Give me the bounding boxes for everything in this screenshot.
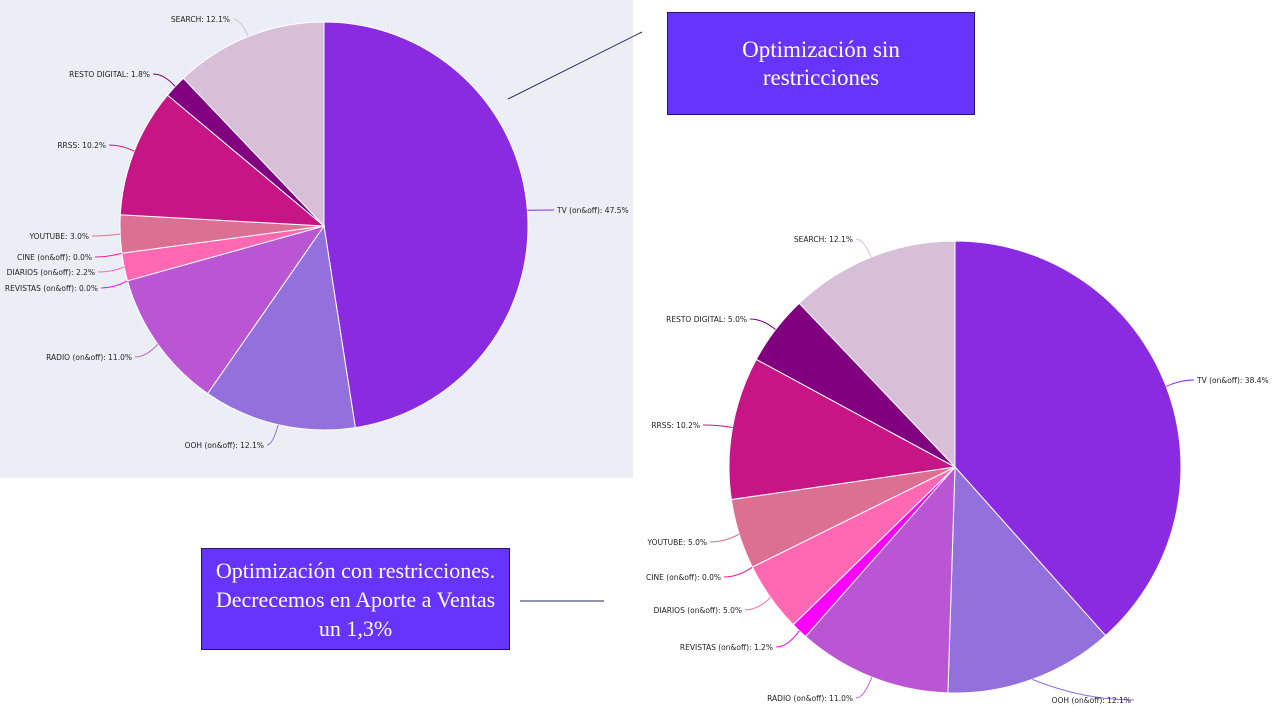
slice-label-rrss: RRSS: 10.2% xyxy=(651,421,700,430)
slice-label-search: SEARCH: 12.1% xyxy=(794,235,853,244)
slice-label-ooh-on-off: OOH (on&off): 12.1% xyxy=(1052,696,1131,705)
leader-line-radio-on-off xyxy=(855,676,873,699)
leader-line-revistas-on-off xyxy=(775,630,800,648)
leader-line-search xyxy=(855,238,872,258)
slice-label-youtube: YOUTUBE: 3.0% xyxy=(29,232,89,241)
slice-label-revistas-on-off: REVISTAS (on&off): 1.2% xyxy=(680,643,773,652)
slice-label-radio-on-off: RADIO (on&off): 11.0% xyxy=(767,694,853,703)
slice-label-diarios-on-off: DIARIOS (on&off): 2.2% xyxy=(7,268,95,277)
leader-line-rrss xyxy=(702,424,733,428)
slice-label-youtube: YOUTUBE: 5.0% xyxy=(647,538,707,547)
leader-line-resto-digital xyxy=(749,318,776,330)
leader-line-cine-on-off xyxy=(94,252,122,258)
slice-label-tv-on-off: TV (on&off): 47.5% xyxy=(556,206,629,215)
pie-slice-rrss xyxy=(119,94,326,227)
leader-line-search xyxy=(232,18,249,37)
slice-label-rrss: RRSS: 10.2% xyxy=(57,141,106,150)
pie-chart-unconstrained: TV (on&off): 47.5% OOH (on&off): 12.1% RAD… xyxy=(5,15,629,450)
slice-label-radio-on-off: RADIO (on&off): 11.0% xyxy=(46,353,132,362)
pie-slice-ooh-on-off xyxy=(947,465,1107,694)
callout-constrained: Optimización con restricciones. Decrecem… xyxy=(201,548,510,650)
leader-line-ooh-on-off xyxy=(1032,678,1135,701)
slice-label-search: SEARCH: 12.1% xyxy=(171,15,230,24)
leader-line-diarios-on-off xyxy=(97,266,125,273)
callout-unconstrained: Optimización sin restricciones xyxy=(667,12,975,115)
callout-constrained-text: Optimización con restricciones. Decrecem… xyxy=(215,557,496,641)
pie-chart-constrained: TV (on&off): 38.4% OOH (on&off): 12.1% RAD… xyxy=(646,235,1269,705)
leader-line-diarios-on-off xyxy=(744,597,771,611)
slice-label-diarios-on-off: DIARIOS (on&off): 5.0% xyxy=(654,606,742,615)
slice-label-tv-on-off: TV (on&off): 38.4% xyxy=(1196,376,1269,385)
leader-line-youtube xyxy=(91,233,121,237)
leader-line-rrss xyxy=(108,144,135,152)
leader-line-revistas-on-off xyxy=(100,280,128,289)
leader-line-ooh-on-off xyxy=(266,424,279,446)
pie-slice-rrss xyxy=(728,358,957,501)
callout-unconstrained-text: Optimización sin restricciones xyxy=(742,36,900,90)
leader-line-tv-on-off xyxy=(1165,379,1195,387)
leader-line-youtube xyxy=(709,533,740,543)
pie-slice-tv-on-off xyxy=(323,21,529,429)
slice-label-cine-on-off: CINE (on&off): 0.0% xyxy=(646,573,721,582)
slice-label-revistas-on-off: REVISTAS (on&off): 0.0% xyxy=(5,284,98,293)
leader-line-cine-on-off xyxy=(723,566,753,578)
leader-line-resto-digital xyxy=(152,73,176,87)
slice-label-resto-digital: RESTO DIGITAL: 1.8% xyxy=(69,70,150,79)
leader-line-radio-on-off xyxy=(134,343,159,358)
pie-slice-radio-on-off xyxy=(804,465,956,694)
slice-label-resto-digital: RESTO DIGITAL: 5.0% xyxy=(666,315,747,324)
slice-label-cine-on-off: CINE (on&off): 0.0% xyxy=(17,253,92,262)
slice-label-ooh-on-off: OOH (on&off): 12.1% xyxy=(185,441,264,450)
